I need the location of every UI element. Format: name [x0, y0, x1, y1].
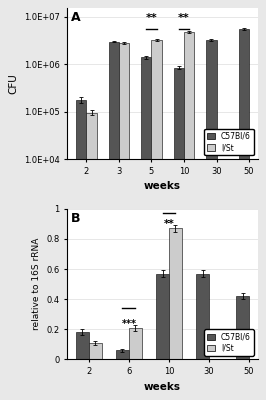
Bar [119, 43, 129, 400]
Bar [169, 228, 182, 360]
Bar [196, 274, 209, 360]
Bar [151, 40, 162, 400]
Text: **: ** [164, 219, 174, 229]
Bar [141, 57, 151, 400]
Bar [109, 42, 119, 400]
Bar [129, 328, 142, 360]
X-axis label: weeks: weeks [144, 382, 181, 392]
Bar [174, 68, 184, 400]
Bar [184, 32, 194, 400]
Bar [156, 274, 169, 360]
Text: ***: *** [121, 319, 136, 329]
X-axis label: weeks: weeks [144, 181, 181, 191]
Text: **: ** [146, 13, 157, 23]
Legend: C57Bl/6, I/St: C57Bl/6, I/St [204, 129, 254, 155]
Y-axis label: CFU: CFU [8, 73, 18, 94]
Bar [76, 100, 86, 400]
Bar [86, 113, 97, 400]
Bar [76, 332, 89, 360]
Bar [116, 350, 129, 360]
Bar [89, 343, 102, 360]
Y-axis label: relative to 16S rRNA: relative to 16S rRNA [32, 238, 41, 330]
Text: A: A [71, 11, 81, 24]
Bar [206, 40, 217, 400]
Bar [236, 296, 249, 360]
Text: B: B [71, 212, 81, 225]
Text: **: ** [178, 13, 190, 23]
Bar [239, 29, 249, 400]
Legend: C57Bl/6, I/St: C57Bl/6, I/St [204, 329, 254, 356]
